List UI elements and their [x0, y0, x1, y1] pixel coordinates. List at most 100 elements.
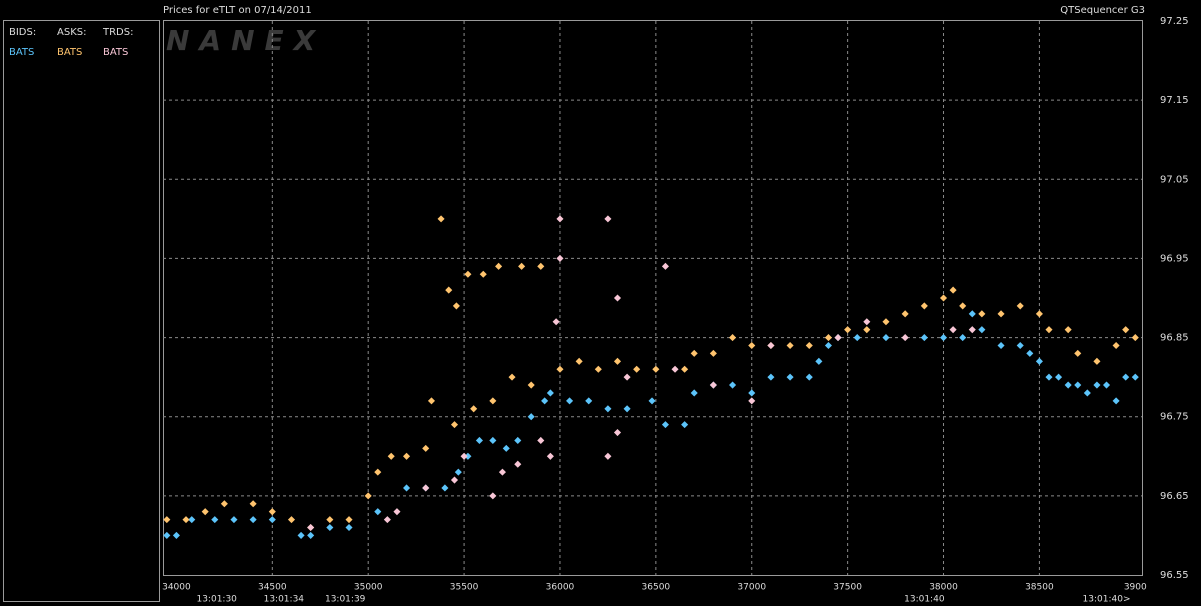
- point: [729, 334, 737, 342]
- point: [172, 531, 180, 539]
- point: [249, 500, 257, 508]
- point: [690, 349, 698, 357]
- point: [920, 334, 928, 342]
- point: [824, 341, 832, 350]
- point: [661, 421, 669, 429]
- point: [211, 516, 219, 524]
- point: [959, 334, 967, 342]
- point: [422, 444, 430, 452]
- point: [652, 365, 660, 373]
- point: [556, 254, 564, 262]
- point: [853, 334, 861, 342]
- point: [585, 397, 593, 405]
- point: [552, 318, 560, 326]
- x-tick-label: 35500: [450, 583, 479, 593]
- point: [537, 262, 545, 270]
- legend-label: BIDS:: [9, 27, 36, 38]
- point: [163, 531, 171, 539]
- point: [437, 215, 445, 223]
- point: [188, 516, 196, 524]
- point: [307, 531, 315, 539]
- point: [546, 452, 554, 460]
- point: [882, 334, 890, 342]
- point: [968, 326, 976, 334]
- point: [445, 286, 453, 294]
- point: [230, 516, 238, 524]
- point: [527, 381, 535, 389]
- point: [786, 341, 794, 350]
- point: [403, 484, 411, 492]
- point: [613, 357, 622, 365]
- y-tick-label: 97.05: [1160, 174, 1189, 185]
- point: [844, 326, 852, 334]
- point: [326, 516, 334, 524]
- point: [508, 373, 516, 381]
- point: [748, 341, 756, 350]
- x-tick-label: 36000: [546, 583, 575, 593]
- point: [514, 460, 522, 468]
- y-tick-label: 96.95: [1160, 253, 1189, 264]
- point: [901, 334, 909, 342]
- y-tick-label: 96.85: [1160, 333, 1189, 344]
- point: [489, 492, 497, 500]
- point: [978, 326, 986, 334]
- point: [556, 365, 564, 373]
- point: [767, 373, 775, 381]
- point: [502, 444, 510, 452]
- time-label: 13:01:34: [264, 595, 305, 605]
- point: [527, 413, 535, 421]
- point: [475, 436, 483, 444]
- point: [345, 523, 353, 532]
- point: [307, 523, 315, 532]
- point: [623, 373, 631, 381]
- x-tick-label: 38500: [1025, 583, 1054, 593]
- point: [364, 492, 372, 500]
- point: [748, 397, 756, 405]
- point: [661, 262, 669, 270]
- time-label: 13:01:40>: [1083, 595, 1131, 605]
- point: [450, 476, 459, 484]
- chart-title: Prices for eTLT on 07/14/2011: [163, 5, 312, 16]
- point: [681, 365, 689, 373]
- point: [681, 421, 689, 429]
- y-tick-label: 97.25: [1160, 16, 1189, 27]
- x-tick-label: 3900: [1124, 583, 1147, 593]
- point: [1016, 341, 1024, 350]
- point: [633, 365, 641, 373]
- point: [978, 310, 986, 318]
- point: [452, 302, 460, 310]
- point: [374, 468, 382, 476]
- x-tick-label: 37000: [737, 583, 766, 593]
- point: [604, 405, 612, 413]
- legend-source: BATS: [57, 47, 82, 58]
- point: [566, 397, 574, 405]
- point: [968, 310, 976, 318]
- legend-source: BATS: [103, 47, 128, 58]
- point: [182, 516, 190, 524]
- point: [537, 436, 545, 444]
- point: [594, 365, 602, 373]
- point: [387, 452, 395, 460]
- legend-source: BATS: [9, 47, 34, 58]
- point: [268, 516, 276, 524]
- point: [220, 500, 228, 508]
- point: [460, 452, 468, 460]
- watermark: NANEX: [166, 24, 325, 57]
- point: [786, 373, 794, 381]
- x-tick-label: 36500: [642, 583, 671, 593]
- point: [489, 397, 497, 405]
- x-tick-label: 37500: [833, 583, 862, 593]
- time-label: 13:01:40: [904, 595, 945, 605]
- point: [949, 326, 957, 334]
- point: [824, 334, 832, 342]
- point: [690, 389, 698, 397]
- point: [863, 326, 871, 334]
- y-tick-label: 97.15: [1160, 95, 1189, 106]
- point: [805, 341, 813, 350]
- point: [604, 452, 612, 460]
- point: [729, 381, 737, 389]
- point: [546, 389, 554, 397]
- point: [623, 405, 631, 413]
- point: [383, 516, 391, 524]
